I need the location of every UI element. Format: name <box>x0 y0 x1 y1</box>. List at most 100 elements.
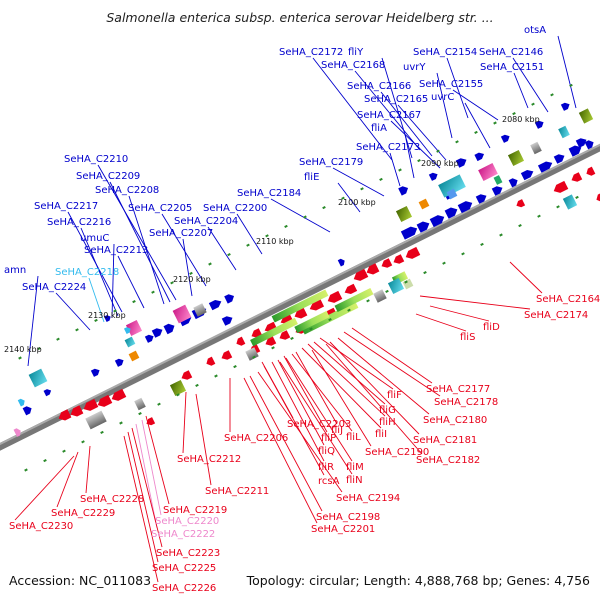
gene-arrow[interactable] <box>180 370 193 382</box>
feature-box[interactable] <box>301 301 359 335</box>
gene-arrow[interactable] <box>43 388 53 397</box>
gene-arrow[interactable] <box>114 357 125 367</box>
gene-label[interactable]: fliI <box>375 429 387 440</box>
gene-arrow[interactable] <box>380 258 393 270</box>
gene-label[interactable]: fliA <box>371 123 387 134</box>
gene-arrow[interactable] <box>400 224 419 240</box>
gene-label[interactable]: SeHA_C2173 <box>356 142 420 153</box>
feature-box[interactable] <box>134 397 146 411</box>
gene-arrow[interactable] <box>110 388 127 403</box>
feature-box[interactable] <box>271 289 329 323</box>
gene-arrow[interactable] <box>570 172 583 184</box>
gene-arrow[interactable] <box>560 101 571 111</box>
gene-label[interactable]: SeHA_C2182 <box>416 455 480 466</box>
gene-arrow[interactable] <box>585 166 596 178</box>
gene-label[interactable]: SeHA_C2168 <box>321 60 385 71</box>
gene-label[interactable]: fliH <box>379 417 396 428</box>
gene-label[interactable]: fliD <box>483 322 500 333</box>
gene-label[interactable]: SeHA_C2210 <box>64 154 128 165</box>
gene-arrow[interactable] <box>205 356 216 368</box>
gene-label[interactable]: SeHA_C2229 <box>51 508 115 519</box>
gene-label[interactable]: SeHA_C2209 <box>76 171 140 182</box>
gene-arrow[interactable] <box>553 152 567 164</box>
gene-label[interactable]: SeHA_C2178 <box>434 397 498 408</box>
feature-box[interactable] <box>418 198 430 210</box>
gene-arrow[interactable] <box>444 205 460 219</box>
gene-label[interactable]: SeHA_C2208 <box>95 185 159 196</box>
gene-arrow[interactable] <box>575 136 589 148</box>
gene-label[interactable]: SeHA_C2174 <box>524 310 588 321</box>
feature-box[interactable] <box>478 163 498 181</box>
gene-arrow[interactable] <box>515 199 526 209</box>
feature-box[interactable] <box>493 175 503 185</box>
gene-label[interactable]: SeHA_C2177 <box>426 384 490 395</box>
gene-label[interactable]: uvrY <box>403 62 426 73</box>
feature-box[interactable] <box>172 304 192 324</box>
gene-arrow[interactable] <box>90 367 101 377</box>
gene-label[interactable]: SeHA_C2213 <box>84 245 148 256</box>
gene-label[interactable]: SeHA_C2203 <box>287 419 351 430</box>
gene-label[interactable]: SeHA_C2204 <box>174 216 238 227</box>
gene-arrow[interactable] <box>96 394 113 409</box>
gene-label[interactable]: fliY <box>348 47 364 58</box>
gene-arrow[interactable] <box>537 159 554 173</box>
gene-label[interactable]: fliN <box>346 475 363 486</box>
feature-box[interactable] <box>125 319 143 337</box>
gene-arrow[interactable] <box>326 290 343 305</box>
gene-arrow[interactable] <box>235 336 246 348</box>
gene-label[interactable]: SeHA_C2200 <box>203 203 267 214</box>
feature-box[interactable] <box>395 205 413 223</box>
feature-box[interactable] <box>507 149 525 167</box>
gene-label[interactable]: uvrC <box>431 92 454 103</box>
gene-label[interactable]: SeHA_C2216 <box>47 217 111 228</box>
gene-label[interactable]: SeHA_C2179 <box>299 157 363 168</box>
gene-label[interactable]: SeHA_C2172 <box>279 47 343 58</box>
gene-label[interactable]: fliL <box>346 432 361 443</box>
gene-arrow[interactable] <box>308 299 325 312</box>
gene-label[interactable]: fliF <box>387 390 402 401</box>
gene-arrow[interactable] <box>208 298 223 311</box>
gene-arrow[interactable] <box>552 180 569 195</box>
gene-label[interactable]: SeHA_C2201 <box>311 524 375 535</box>
gene-label[interactable]: SeHA_C2198 <box>316 512 380 523</box>
gene-arrow[interactable] <box>145 417 156 427</box>
gene-arrow[interactable] <box>123 326 132 335</box>
gene-arrow[interactable] <box>69 405 84 418</box>
gene-label[interactable]: SeHA_C2218 <box>55 267 119 278</box>
gene-arrow[interactable] <box>22 405 34 416</box>
gene-label[interactable]: SeHA_C2222 <box>151 529 215 540</box>
gene-arrow[interactable] <box>220 350 233 362</box>
gene-label[interactable]: SeHA_C2165 <box>364 94 428 105</box>
gene-label[interactable]: fliJ <box>331 425 343 436</box>
gene-arrow[interactable] <box>151 326 165 338</box>
gene-arrow[interactable] <box>398 184 410 196</box>
feature-box[interactable] <box>578 108 594 124</box>
gene-arrow[interactable] <box>595 192 600 204</box>
gene-label[interactable]: SeHA_C2205 <box>128 203 192 214</box>
gene-arrow[interactable] <box>224 292 236 304</box>
feature-box[interactable] <box>250 317 298 347</box>
feature-box[interactable] <box>28 368 48 388</box>
gene-arrow[interactable] <box>455 156 469 168</box>
gene-label[interactable]: SeHA_C2223 <box>156 548 220 559</box>
gene-arrow[interactable] <box>278 330 291 342</box>
gene-label[interactable]: SeHA_C2194 <box>336 493 400 504</box>
gene-arrow[interactable] <box>392 254 405 266</box>
feature-box[interactable] <box>85 410 107 430</box>
feature-box[interactable] <box>193 303 207 317</box>
feature-box[interactable] <box>373 289 387 303</box>
feature-box[interactable] <box>387 277 405 295</box>
gene-label[interactable]: amn <box>4 265 26 276</box>
gene-label[interactable]: SeHA_C2166 <box>347 81 411 92</box>
gene-label[interactable]: SeHA_C2184 <box>237 188 301 199</box>
gene-label[interactable]: otsA <box>524 25 546 36</box>
gene-label[interactable]: SeHA_C2146 <box>479 47 543 58</box>
gene-arrow[interactable] <box>343 283 358 297</box>
gene-label[interactable]: SeHA_C2230 <box>9 521 73 532</box>
gene-arrow[interactable] <box>474 151 485 162</box>
gene-arrow[interactable] <box>584 139 596 150</box>
feature-box[interactable] <box>169 379 187 397</box>
gene-arrow[interactable] <box>500 133 511 143</box>
gene-arrow[interactable] <box>428 171 439 181</box>
gene-arrow[interactable] <box>404 246 421 261</box>
